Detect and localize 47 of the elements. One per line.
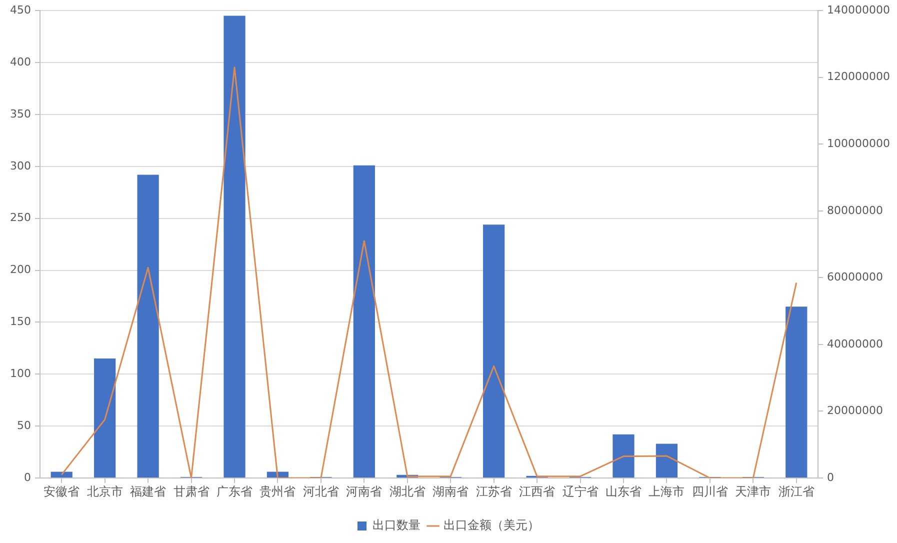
x-tick-label: 湖北省 xyxy=(389,484,426,498)
x-tick-label: 甘肃省 xyxy=(173,484,210,498)
bar xyxy=(353,165,375,478)
y-tick-label: 50 xyxy=(17,418,31,432)
y-tick-label: 100 xyxy=(10,366,31,380)
x-tick-label: 河北省 xyxy=(302,484,339,498)
x-tick-label: 天津市 xyxy=(735,484,772,498)
y-tick-label: 250 xyxy=(10,211,31,224)
y2-tick-label: 100000000 xyxy=(827,137,890,150)
y-tick-label: 300 xyxy=(10,159,31,172)
x-tick-label: 贵州省 xyxy=(260,484,296,498)
y2-tick-label: 40000000 xyxy=(827,337,883,350)
y2-tick-label: 80000000 xyxy=(827,204,883,217)
x-tick-label: 安徽省 xyxy=(44,484,80,498)
y-tick-label: 0 xyxy=(24,470,31,484)
x-tick-label: 四川省 xyxy=(692,484,728,498)
legend-label: 出口数量 xyxy=(372,518,420,532)
x-tick-label: 上海市 xyxy=(648,484,685,498)
bar xyxy=(94,358,116,478)
y2-tick-label: 120000000 xyxy=(827,70,890,84)
y2-tick-label: 0 xyxy=(827,470,834,484)
y2-tick-label: 20000000 xyxy=(827,404,883,418)
y2-tick-label: 140000000 xyxy=(827,3,890,16)
x-tick-label: 辽宁省 xyxy=(562,484,598,498)
x-tick-label: 山东省 xyxy=(606,484,642,498)
y-tick-label: 450 xyxy=(10,3,31,16)
y2-tick-label: 60000000 xyxy=(827,270,883,284)
bar xyxy=(224,16,246,478)
x-tick-label: 福建省 xyxy=(130,484,166,498)
y-tick-label: 350 xyxy=(10,107,31,120)
x-tick-label: 浙江省 xyxy=(778,484,814,498)
y-tick-label: 200 xyxy=(10,263,31,276)
x-tick-label: 河南省 xyxy=(346,484,382,498)
bar xyxy=(50,472,72,478)
bar xyxy=(786,306,808,478)
y-tick-label: 150 xyxy=(10,315,31,328)
y-tick-label: 400 xyxy=(10,55,31,68)
x-tick-label: 湖南省 xyxy=(432,484,469,498)
bar xyxy=(137,174,159,478)
x-tick-label: 广东省 xyxy=(216,484,252,498)
bar xyxy=(483,224,505,478)
x-tick-label: 江苏省 xyxy=(476,484,512,498)
bar xyxy=(612,434,634,478)
bar xyxy=(656,444,678,478)
x-tick-label: 江西省 xyxy=(519,484,556,498)
x-tick-label: 北京市 xyxy=(86,484,123,498)
legend-label: 出口金额（美元） xyxy=(444,518,540,532)
